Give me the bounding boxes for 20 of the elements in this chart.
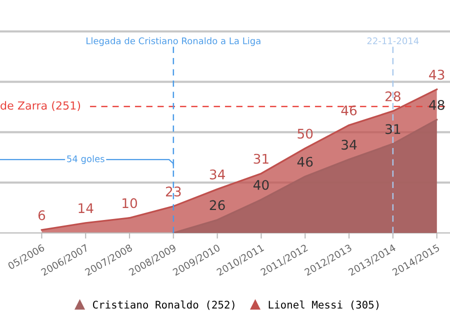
legend-label: Lionel Messi (305) <box>268 300 378 310</box>
annotation: 54 goles <box>67 155 104 164</box>
annotation: 6 <box>38 210 46 220</box>
annotation: 46 <box>297 156 313 167</box>
annotation: 14 <box>78 203 94 213</box>
annotation: 46 <box>341 105 357 116</box>
annotation: 34 <box>210 169 225 180</box>
annotation: 43 <box>429 70 444 80</box>
annotation: 10 <box>122 198 138 208</box>
annotation: 34 <box>342 140 357 150</box>
annotation: 40 <box>253 180 269 190</box>
annotation: 26 <box>210 200 225 210</box>
annotation: 31 <box>254 154 268 164</box>
ref-line-label: Llegada de Cristiano Ronaldo a La Liga <box>86 37 260 46</box>
ref-line-label: de Zarra (251) <box>0 101 80 112</box>
annotation: 23 <box>166 186 181 197</box>
annotation: 28 <box>386 91 400 102</box>
ref-line-label: 22-11-2014 <box>367 37 419 44</box>
legend-label: Cristiano Ronaldo (252) <box>92 300 234 310</box>
annotation: 50 <box>298 128 313 139</box>
